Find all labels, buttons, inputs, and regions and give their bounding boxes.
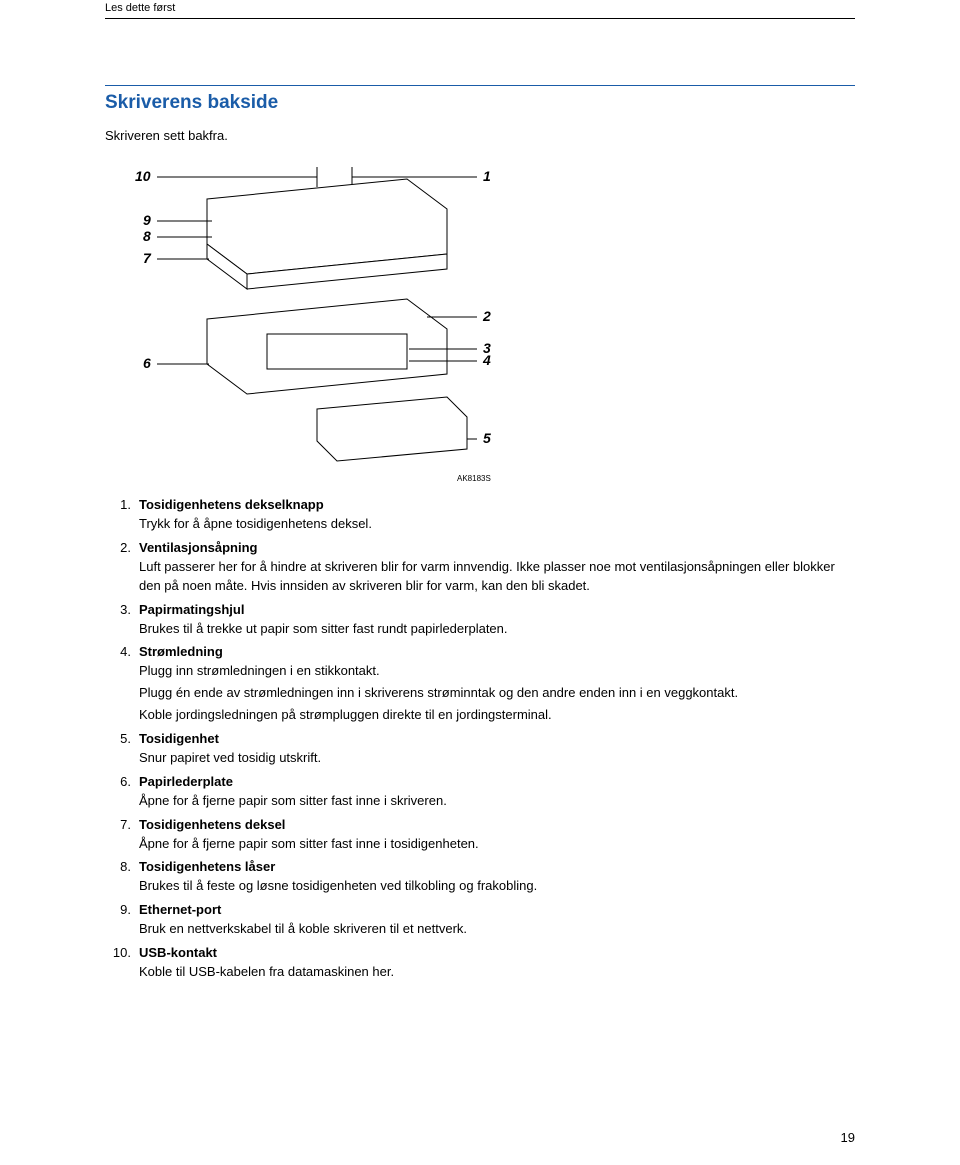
list-item: Strømledning Plugg inn strømledningen i e… [105, 644, 855, 725]
page: Les dette først Skriverens bakside Skriv… [0, 0, 960, 1165]
content: Skriverens bakside Skriveren sett bakfra… [105, 85, 855, 988]
description: Koble til USB-kabelen fra datamaskinen h… [139, 963, 855, 982]
description: Luft passerer her for å hindre at skrive… [139, 558, 855, 596]
list-item: Papirmatingshjul Brukes til å trekke ut p… [105, 602, 855, 639]
lead-text: Skriveren sett bakfra. [105, 128, 855, 143]
description: Plugg inn strømledningen i en stikkontak… [139, 662, 855, 681]
parts-list: Tosidigenhetens dekselknapp Trykk for å å… [105, 497, 855, 982]
callout-7: 7 [143, 250, 152, 266]
list-item: Tosidigenhetens låser Brukes til å feste … [105, 859, 855, 896]
callout-6: 6 [143, 355, 151, 371]
description: Plugg én ende av strømledningen inn i sk… [139, 684, 855, 703]
term: Papirmatingshjul [139, 602, 855, 617]
term: Ventilasjonsåpning [139, 540, 855, 555]
term: Tosidigenhet [139, 731, 855, 746]
list-item: Tosidigenhet Snur papiret ved tosidig uts… [105, 731, 855, 768]
running-head: Les dette først [105, 0, 855, 19]
list-item: Ethernet-port Bruk en nettverkskabel til … [105, 902, 855, 939]
description: Snur papiret ved tosidig utskrift. [139, 749, 855, 768]
callout-1: 1 [483, 168, 491, 184]
description: Brukes til å feste og løsne tosidigenhet… [139, 877, 855, 896]
list-item: Ventilasjonsåpning Luft passerer her for … [105, 540, 855, 596]
section-title: Skriverens bakside [105, 92, 855, 114]
list-item: Tosidigenhetens deksel Åpne for å fjerne … [105, 817, 855, 854]
callout-5: 5 [483, 430, 491, 446]
description: Brukes til å trekke ut papir som sitter … [139, 620, 855, 639]
description: Koble jordingsledningen på strømpluggen … [139, 706, 855, 725]
term: Tosidigenhetens låser [139, 859, 855, 874]
printer-diagram: 10 9 8 7 6 1 2 3 4 5 AK8183S [117, 159, 517, 489]
page-number: 19 [841, 1130, 855, 1145]
callout-4: 4 [482, 352, 491, 368]
running-head-text: Les dette først [105, 2, 175, 14]
description: Åpne for å fjerne papir som sitter fast … [139, 835, 855, 854]
list-item: Papirlederplate Åpne for å fjerne papir s… [105, 774, 855, 811]
description: Trykk for å åpne tosidigenhetens deksel. [139, 515, 855, 534]
term: Tosidigenhetens dekselknapp [139, 497, 855, 512]
list-item: Tosidigenhetens dekselknapp Trykk for å å… [105, 497, 855, 534]
callout-9: 9 [143, 212, 151, 228]
callout-10: 10 [135, 168, 151, 184]
term: Ethernet-port [139, 902, 855, 917]
term: Tosidigenhetens deksel [139, 817, 855, 832]
term: Papirlederplate [139, 774, 855, 789]
description: Åpne for å fjerne papir som sitter fast … [139, 792, 855, 811]
diagram-svg: 10 9 8 7 6 1 2 3 4 5 AK8183S [117, 159, 517, 489]
figure-ref: AK8183S [457, 474, 491, 483]
description: Bruk en nettverkskabel til å koble skriv… [139, 920, 855, 939]
callout-2: 2 [482, 308, 491, 324]
term: USB-kontakt [139, 945, 855, 960]
list-item: USB-kontakt Koble til USB-kabelen fra dat… [105, 945, 855, 982]
term: Strømledning [139, 644, 855, 659]
callout-8: 8 [143, 228, 151, 244]
section-rule [105, 85, 855, 86]
